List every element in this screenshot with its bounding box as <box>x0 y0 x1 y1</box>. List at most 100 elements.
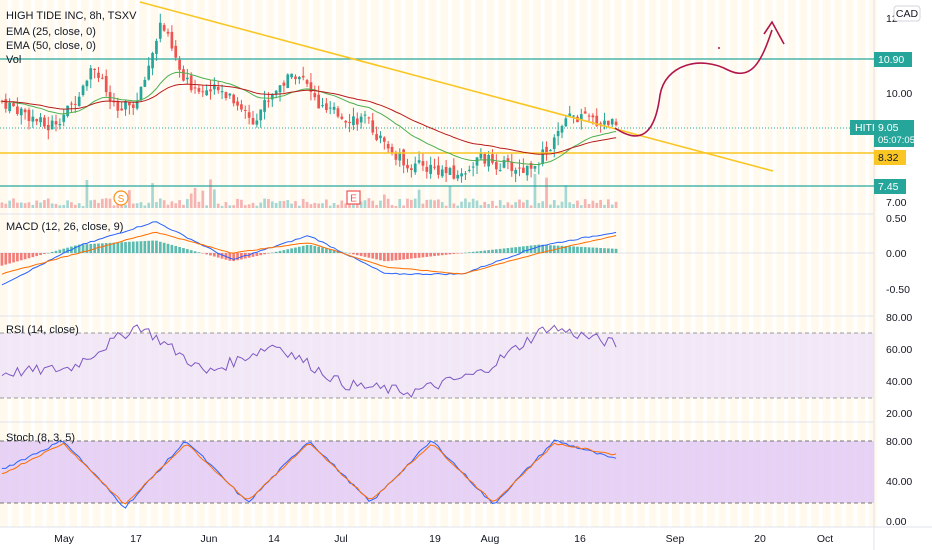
macd-histogram-bar <box>155 240 158 253</box>
volume-bar <box>166 204 170 208</box>
macd-histogram-bar <box>506 248 510 253</box>
candle-body <box>270 94 274 100</box>
volume-bar <box>162 200 166 208</box>
rsi-line[interactable] <box>1 324 617 398</box>
stoch-d-line[interactable] <box>1 442 617 505</box>
candle-body <box>406 164 409 169</box>
candle-body <box>556 131 560 137</box>
earnings-marker-s[interactable]: S <box>113 190 129 206</box>
candle-body <box>552 137 556 149</box>
projection-drawing[interactable] <box>614 29 773 137</box>
volume-bar <box>344 203 348 208</box>
candle-body <box>348 121 351 124</box>
session-column <box>127 0 136 527</box>
candle-body <box>491 154 494 163</box>
volume-bar <box>313 202 317 208</box>
session-column <box>567 0 576 527</box>
macd-signal-line[interactable] <box>1 231 617 275</box>
macd-histogram-bar <box>394 253 398 261</box>
macd-histogram-bar <box>321 247 324 253</box>
macd-histogram-bar <box>348 253 351 254</box>
candle-body <box>471 166 475 168</box>
macd-histogram-bar <box>352 253 355 255</box>
session-column <box>208 0 217 527</box>
ema-50-line[interactable] <box>1 83 617 155</box>
session-column <box>579 0 588 527</box>
macd-histogram-bar <box>587 247 591 253</box>
session-column <box>196 0 205 527</box>
candle-body <box>429 164 433 174</box>
macd-histogram-bar <box>251 253 255 257</box>
candle-body <box>595 115 599 126</box>
macd-histogram-bar <box>278 250 282 253</box>
volume-bar <box>541 201 545 208</box>
volume-bar <box>522 202 525 208</box>
volume-bar <box>70 202 73 208</box>
volume-bar <box>43 200 46 208</box>
candle-body <box>379 135 382 139</box>
macd-histogram-bar <box>267 253 270 254</box>
volume-bar <box>228 205 232 208</box>
macd-line[interactable] <box>1 221 617 286</box>
bar-countdown: 05:07:05 <box>878 135 915 146</box>
volume-bar <box>591 200 595 208</box>
volume-bar <box>46 198 50 208</box>
candle-body <box>39 117 42 123</box>
time-tick: May <box>54 533 75 545</box>
macd-histogram-bar <box>313 245 317 253</box>
stoch-axis[interactable]: 80.00 40.00 0.00 <box>886 436 912 528</box>
macd-histogram-bar <box>255 253 259 257</box>
volume-bar <box>4 203 8 208</box>
volume-bar <box>382 194 386 208</box>
volume-bar <box>494 205 498 208</box>
svg-text:-0.50: -0.50 <box>886 284 910 296</box>
rsi-axis[interactable]: 80.00 60.00 40.00 20.00 <box>886 312 912 420</box>
macd-axis[interactable]: 0.50 0.00 -0.50 <box>886 213 910 296</box>
candle-body <box>417 160 421 163</box>
volume-bar <box>425 199 429 208</box>
session-column <box>150 0 159 527</box>
candle-body <box>475 157 479 166</box>
volume-bar <box>464 198 467 208</box>
volume-bar <box>224 202 228 208</box>
candle-body <box>247 112 251 118</box>
symbol-label: HITI <box>855 122 875 134</box>
time-tick: 20 <box>754 533 766 545</box>
session-column <box>382 0 391 527</box>
candle-body <box>448 168 452 175</box>
macd-histogram-bar <box>12 253 15 263</box>
session-column <box>683 0 692 527</box>
session-column <box>637 0 646 527</box>
svg-text:40.00: 40.00 <box>886 476 912 488</box>
earnings-marker-e[interactable]: E <box>346 190 361 205</box>
macd-histogram-bar <box>104 243 108 253</box>
macd-histogram-bar <box>89 243 93 253</box>
candle-body <box>35 119 39 122</box>
svg-text:80.00: 80.00 <box>886 436 912 448</box>
time-axis[interactable]: May 17 Jun 14 Jul 19 Aug 16 Sep 20 Oct <box>54 533 833 545</box>
candle-body <box>31 116 35 122</box>
macd-histogram-bar <box>31 253 35 258</box>
volume-bar <box>143 205 147 208</box>
volume-bar <box>139 202 143 208</box>
trend-line[interactable] <box>139 1 774 172</box>
currency-badge[interactable]: CAD <box>893 5 921 22</box>
macd-histogram-bar <box>174 245 178 253</box>
candle-body <box>70 103 73 105</box>
candle-body <box>591 115 595 118</box>
macd-histogram-bar <box>46 252 50 254</box>
ema-25-line[interactable] <box>1 71 617 166</box>
volume-bar <box>402 205 405 208</box>
session-column <box>139 0 147 527</box>
volume-bar <box>12 198 15 208</box>
candlesticks[interactable] <box>0 13 618 183</box>
macd-histogram-bar <box>332 250 336 253</box>
macd-histogram-bar <box>514 247 517 253</box>
projection-arrow-head[interactable] <box>763 20 785 45</box>
price-axis[interactable]: 12 10.00 7.00 <box>886 13 912 209</box>
candle-body <box>525 165 529 176</box>
session-column <box>173 0 182 527</box>
macd-histogram-bar <box>216 253 220 258</box>
volume-bar <box>54 203 58 208</box>
